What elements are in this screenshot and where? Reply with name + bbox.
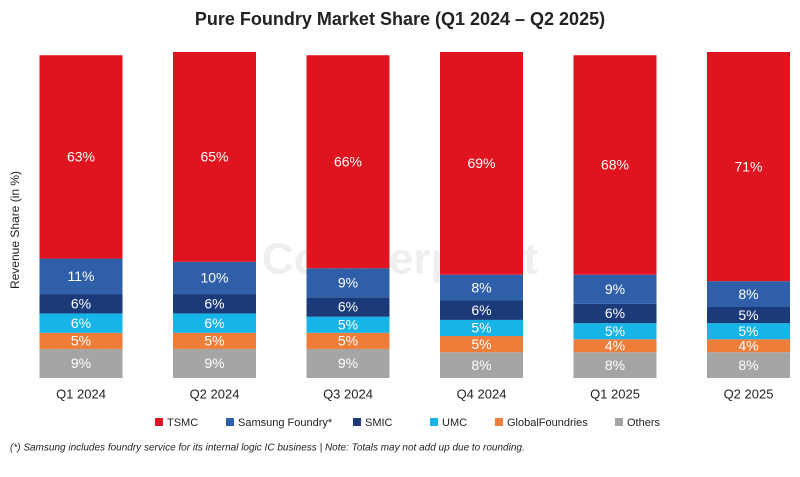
bar-segment bbox=[707, 52, 790, 282]
data-label: 69% bbox=[467, 155, 495, 171]
bar-segment bbox=[707, 323, 790, 340]
bar-segment bbox=[573, 55, 657, 275]
bar-segment bbox=[39, 55, 123, 259]
bar-segment bbox=[39, 348, 123, 378]
data-label: 5% bbox=[738, 307, 758, 323]
data-label: 5% bbox=[471, 320, 491, 336]
bar-segment bbox=[173, 261, 256, 295]
bar-segment bbox=[306, 316, 390, 333]
legend-label: GlobalFoundries bbox=[507, 417, 588, 429]
bar-segment bbox=[173, 332, 256, 349]
bar-segment bbox=[707, 339, 790, 353]
data-label: 4% bbox=[605, 337, 625, 353]
data-label: 8% bbox=[738, 286, 758, 302]
legend-label: TSMC bbox=[167, 417, 198, 429]
data-label: 9% bbox=[204, 355, 224, 371]
bar-segment bbox=[440, 319, 523, 337]
bar-segment bbox=[39, 294, 123, 314]
data-label: 6% bbox=[71, 295, 91, 311]
footnote: (*) Samsung includes foundry service for… bbox=[10, 443, 525, 454]
data-label: 5% bbox=[71, 333, 91, 349]
legend-label: UMC bbox=[442, 417, 467, 429]
data-label: 9% bbox=[605, 281, 625, 297]
x-tick-label: Q2 2024 bbox=[190, 386, 240, 401]
bar-segment bbox=[39, 313, 123, 333]
x-tick-label: Q3 2024 bbox=[323, 386, 373, 401]
x-tick-label: Q4 2024 bbox=[457, 386, 507, 401]
data-label: 5% bbox=[338, 316, 358, 332]
data-label: 5% bbox=[738, 323, 758, 339]
data-label: 6% bbox=[338, 299, 358, 315]
bar-segment bbox=[306, 268, 390, 298]
legend-label: SMIC bbox=[365, 417, 393, 429]
data-label: 8% bbox=[738, 357, 758, 373]
legend-swatch bbox=[155, 418, 163, 426]
legend-label: Samsung Foundry* bbox=[238, 417, 333, 429]
data-label: 8% bbox=[471, 357, 491, 373]
data-label: 5% bbox=[471, 336, 491, 352]
data-label: 6% bbox=[204, 295, 224, 311]
bar-segment bbox=[306, 332, 390, 349]
bar-segment bbox=[573, 323, 657, 340]
data-label: 9% bbox=[71, 355, 91, 371]
bar-segment bbox=[707, 281, 790, 307]
data-label: 5% bbox=[605, 323, 625, 339]
bar-segment bbox=[440, 274, 523, 301]
bar-segment bbox=[39, 332, 123, 349]
legend-swatch bbox=[615, 418, 623, 426]
bar-segment bbox=[440, 300, 523, 320]
data-label: 10% bbox=[200, 270, 228, 286]
data-label: 8% bbox=[605, 357, 625, 373]
data-label: 11% bbox=[68, 268, 95, 284]
legend-swatch bbox=[430, 418, 438, 426]
legend-label: Others bbox=[627, 417, 661, 429]
bar-segment bbox=[573, 274, 657, 304]
bar-segment bbox=[306, 55, 390, 269]
legend-swatch bbox=[495, 418, 503, 426]
bar-segment bbox=[173, 52, 256, 262]
x-tick-label: Q2 2025 bbox=[724, 386, 774, 401]
data-label: 65% bbox=[200, 149, 228, 165]
data-label: 68% bbox=[601, 157, 629, 173]
bar-segment bbox=[173, 294, 256, 314]
bar-segment bbox=[173, 348, 256, 378]
data-label: 5% bbox=[204, 333, 224, 349]
data-label: 66% bbox=[334, 153, 362, 169]
data-label: 4% bbox=[738, 337, 758, 353]
data-label: 63% bbox=[67, 149, 95, 165]
legend-swatch bbox=[226, 418, 234, 426]
bar-segment bbox=[440, 352, 523, 378]
bar-segment bbox=[39, 258, 123, 295]
bar-segment bbox=[573, 339, 657, 353]
data-label: 9% bbox=[338, 355, 358, 371]
data-label: 9% bbox=[338, 274, 358, 290]
y-axis-label: Revenue Share (in %) bbox=[8, 171, 22, 289]
data-label: 5% bbox=[338, 333, 358, 349]
bar-segment bbox=[306, 348, 390, 378]
data-label: 6% bbox=[204, 315, 224, 331]
bar-segment bbox=[440, 52, 523, 275]
bar-segment bbox=[573, 352, 657, 378]
data-label: 6% bbox=[471, 302, 491, 318]
data-label: 6% bbox=[605, 305, 625, 321]
bar-segment bbox=[573, 303, 657, 324]
legend-swatch bbox=[353, 418, 361, 426]
bar-segment bbox=[440, 336, 523, 353]
chart-title: Pure Foundry Market Share (Q1 2024 – Q2 … bbox=[195, 9, 605, 29]
bar-segment bbox=[707, 306, 790, 324]
data-label: 6% bbox=[71, 315, 91, 331]
bar-segment bbox=[306, 297, 390, 317]
bar-segment bbox=[707, 352, 790, 378]
data-label: 71% bbox=[734, 158, 762, 174]
bar-segment bbox=[173, 313, 256, 333]
data-label: 8% bbox=[471, 279, 491, 295]
x-tick-label: Q1 2025 bbox=[590, 386, 640, 401]
x-tick-label: Q1 2024 bbox=[56, 386, 106, 401]
